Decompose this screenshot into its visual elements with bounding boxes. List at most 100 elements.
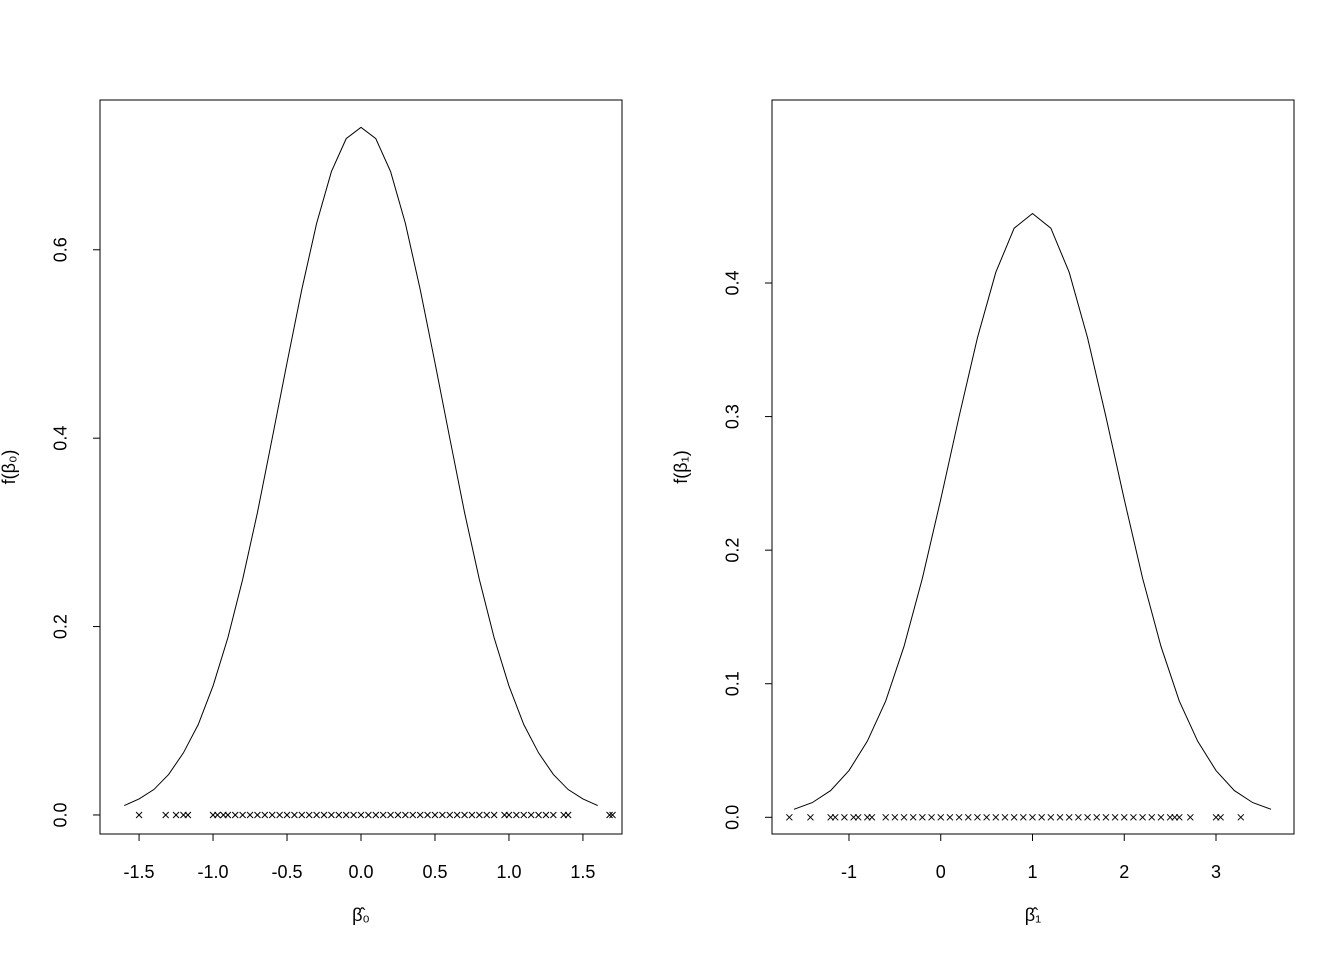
sample-point [357,811,365,819]
sample-point [328,811,335,819]
sample-point [992,813,1000,821]
sample-point [854,813,862,821]
y-tick-label: 0.4 [51,426,71,451]
cross [1019,813,1027,821]
cross [606,811,613,819]
sample-point [1148,813,1156,821]
sample-point [261,811,269,819]
cross [379,811,387,819]
cross [1217,813,1224,821]
cross [1047,813,1055,821]
sample-point [461,811,468,819]
sample-point [542,811,550,819]
sample-point [1186,813,1194,821]
cross [1148,813,1156,821]
sample-point [520,811,528,819]
x-axis-label: β̂₀ [352,905,370,925]
cross [172,811,180,819]
cross [891,813,899,821]
sample-point [928,813,935,821]
cross [1065,813,1073,821]
cross [1102,813,1110,821]
cross [320,811,328,819]
cross [928,813,935,821]
sample-point [365,811,372,819]
cross [335,811,343,819]
cross [955,813,963,821]
sample-point [184,811,192,819]
cross [992,813,1000,821]
cross [387,811,394,819]
y-tick-label: 0.6 [51,237,71,262]
sample-point [1175,813,1183,821]
cross [1093,813,1101,821]
sample-point [1038,813,1046,821]
sample-point [937,813,945,821]
sample-point [505,811,513,819]
cross [1120,813,1128,821]
sample-point [135,811,143,819]
x-tick-label: 0 [936,862,946,882]
cross [937,813,945,821]
sample-point [291,811,298,819]
sample-point [172,811,180,819]
cross [298,811,306,819]
sample-point [1047,813,1055,821]
cross [246,811,254,819]
sample-point [1217,813,1224,821]
cross [461,811,468,819]
sample-point [1237,813,1245,821]
cross [305,811,313,819]
cross [184,811,192,819]
cross [1001,813,1009,821]
sample-point [1056,813,1064,821]
sample-point [424,811,431,819]
sample-point [439,811,446,819]
y-axis-label: f(β₁) [671,450,691,483]
x-tick-label: 3 [1211,862,1221,882]
cross [313,811,320,819]
density-curve [124,126,598,807]
x-tick-label: 0.0 [348,862,373,882]
sample-point [283,811,291,819]
sample-point [882,813,890,821]
sample-point [609,811,616,819]
cross [350,811,357,819]
sample-point [239,811,246,819]
sample-point [831,813,839,821]
sample-point [476,811,483,819]
x-axis-label: β̂₁ [1025,905,1041,925]
y-tick-label: 0.4 [723,270,743,295]
sample-point [1130,813,1137,821]
sample-point [527,811,535,819]
cross [431,811,439,819]
cross [214,811,221,819]
sample-point [1001,813,1009,821]
sample-point [231,811,239,819]
sample-point [564,811,572,819]
sample-point [1065,813,1073,821]
sample-point [335,811,343,819]
cross [224,811,232,819]
cross [542,811,550,819]
cross [1010,813,1018,821]
cross [841,813,848,821]
cross [476,811,483,819]
sample-point [1019,813,1027,821]
cross [439,811,446,819]
cross [535,811,542,819]
cross [854,813,862,821]
cross [239,811,246,819]
sample-point [268,811,276,819]
sample-point [402,811,409,819]
sample-point [298,811,306,819]
cross [394,811,402,819]
cross [261,811,269,819]
cross [162,811,170,819]
cross [964,813,972,821]
x-tick-label: -1.5 [124,862,155,882]
cross [909,813,917,821]
cross [1186,813,1194,821]
cross [1157,813,1165,821]
